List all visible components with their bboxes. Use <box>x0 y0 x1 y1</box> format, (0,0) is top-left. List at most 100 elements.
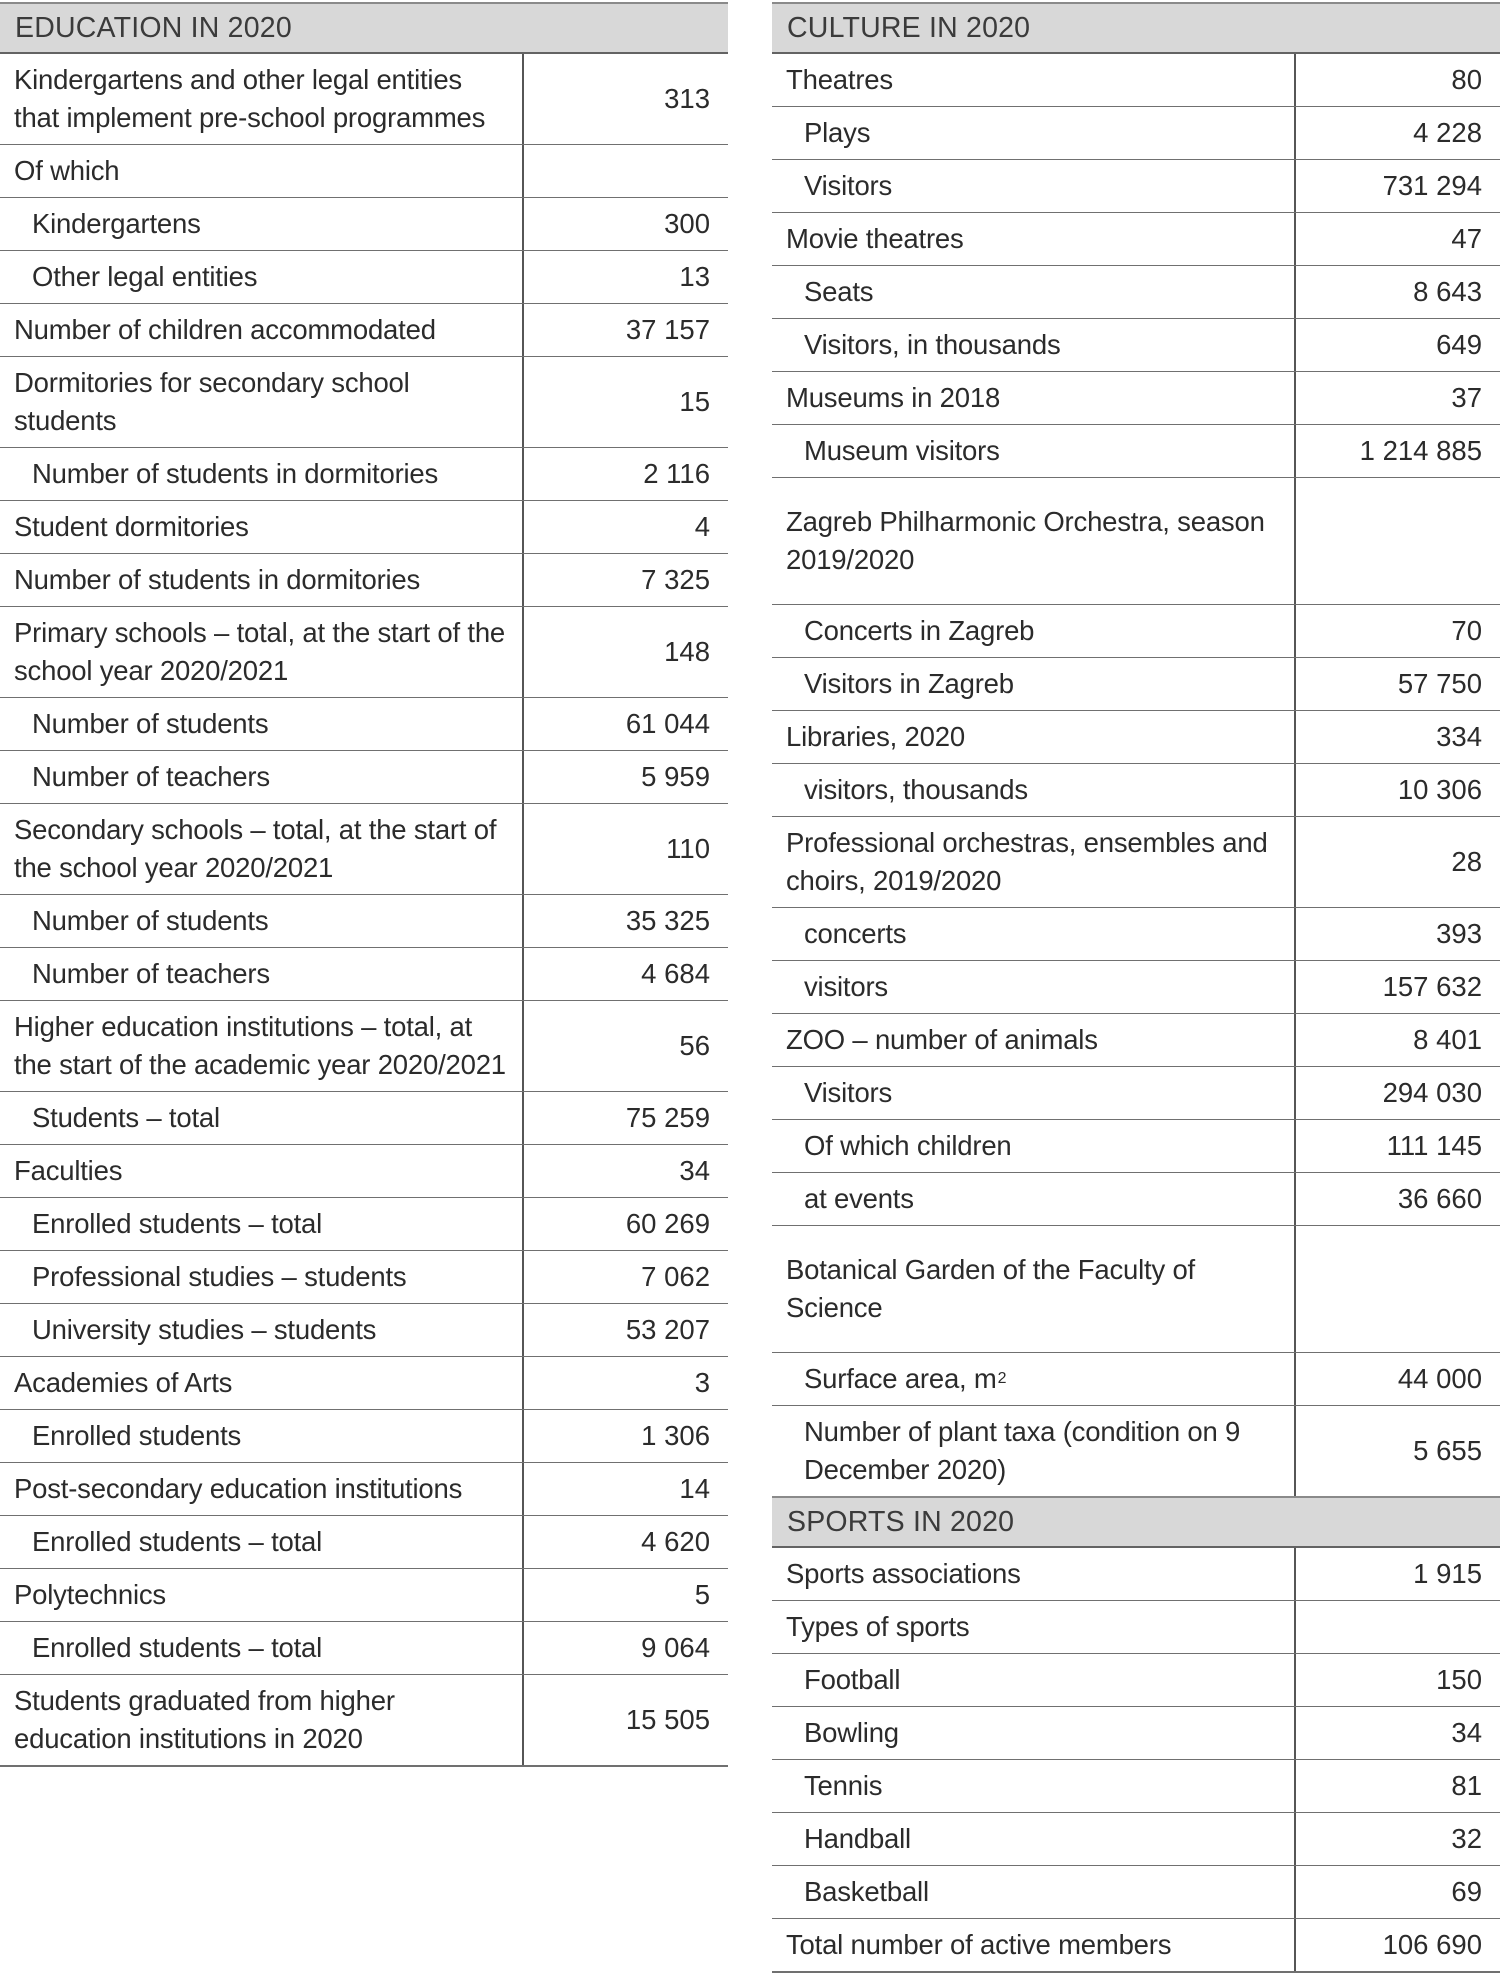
row-value: 47 <box>1294 213 1500 265</box>
row-label: visitors <box>772 961 1294 1013</box>
table-row: Surface area, m 2 44 000 <box>772 1353 1500 1406</box>
row-value: 81 <box>1294 1760 1500 1812</box>
table-row: at events 36 660 <box>772 1173 1500 1226</box>
table-row: Total number of active members 106 690 <box>772 1919 1500 1971</box>
row-label: Plays <box>772 107 1294 159</box>
row-label-text: Professional orchestras, ensembles and c… <box>786 827 1268 896</box>
row-label-text: Plays <box>804 117 871 148</box>
table-row: Of which <box>0 145 728 198</box>
row-value: 15 505 <box>522 1675 728 1765</box>
row-label: Museums in 2018 <box>772 372 1294 424</box>
row-value <box>1294 1226 1500 1352</box>
table-row: Enrolled students – total 9 064 <box>0 1622 728 1675</box>
row-label-text: Enrolled students <box>32 1420 242 1451</box>
row-value: 1 306 <box>522 1410 728 1462</box>
row-value: 294 030 <box>1294 1067 1500 1119</box>
row-label-text: Bowling <box>804 1717 899 1748</box>
table-row: concerts 393 <box>772 908 1500 961</box>
row-value: 4 <box>522 501 728 553</box>
table-row: Students – total 75 259 <box>0 1092 728 1145</box>
table-row: Football 150 <box>772 1654 1500 1707</box>
row-value: 15 <box>522 357 728 447</box>
row-value: 61 044 <box>522 698 728 750</box>
row-label: Number of students <box>0 895 522 947</box>
table-row: Academies of Arts 3 <box>0 1357 728 1410</box>
row-value <box>522 145 728 197</box>
row-value: 57 750 <box>1294 658 1500 710</box>
row-label-text: Types of sports <box>786 1611 970 1642</box>
row-label: Students – total <box>0 1092 522 1144</box>
table-row: Dormitories for secondary school student… <box>0 357 728 448</box>
row-value: 8 401 <box>1294 1014 1500 1066</box>
table-row: Basketball 69 <box>772 1866 1500 1919</box>
row-value: 7 062 <box>522 1251 728 1303</box>
row-value: 75 259 <box>522 1092 728 1144</box>
row-label: Secondary schools – total, at the start … <box>0 804 522 894</box>
row-value: 44 000 <box>1294 1353 1500 1405</box>
row-label: Other legal entities <box>0 251 522 303</box>
table-row: Number of students 61 044 <box>0 698 728 751</box>
row-label: Student dormitories <box>0 501 522 553</box>
row-value: 4 684 <box>522 948 728 1000</box>
row-label-text: Concerts in Zagreb <box>804 615 1035 646</box>
row-label-text: Visitors in Zagreb <box>804 668 1014 699</box>
row-label: Concerts in Zagreb <box>772 605 1294 657</box>
row-value: 34 <box>1294 1707 1500 1759</box>
row-label-text: Professional studies – students <box>32 1261 407 1292</box>
row-label: Dormitories for secondary school student… <box>0 357 522 447</box>
row-value: 649 <box>1294 319 1500 371</box>
row-label: Number of students in dormitories <box>0 448 522 500</box>
table-row: Museum visitors 1 214 885 <box>772 425 1500 478</box>
table-row: Enrolled students – total 60 269 <box>0 1198 728 1251</box>
row-label-text: Number of students <box>32 905 269 936</box>
row-label-text: Polytechnics <box>14 1579 166 1610</box>
row-value: 111 145 <box>1294 1120 1500 1172</box>
row-label: at events <box>772 1173 1294 1225</box>
row-label-text: Number of students <box>32 708 269 739</box>
row-label-text: Dormitories for secondary school student… <box>14 367 410 436</box>
row-value: 37 <box>1294 372 1500 424</box>
row-value: 1 915 <box>1294 1548 1500 1600</box>
row-label: Enrolled students – total <box>0 1516 522 1568</box>
row-value: 9 064 <box>522 1622 728 1674</box>
row-label: Total number of active members <box>772 1919 1294 1971</box>
row-label: Theatres <box>772 54 1294 106</box>
table-row: Number of plant taxa (condition on 9 Dec… <box>772 1406 1500 1496</box>
row-value: 80 <box>1294 54 1500 106</box>
row-label-text: Number of teachers <box>32 761 270 792</box>
row-label: Students graduated from higher education… <box>0 1675 522 1765</box>
row-label: University studies – students <box>0 1304 522 1356</box>
table-row: Number of students in dormitories 7 325 <box>0 554 728 607</box>
row-label: Handball <box>772 1813 1294 1865</box>
row-label-text: Students – total <box>32 1102 220 1133</box>
row-value: 157 632 <box>1294 961 1500 1013</box>
row-value: 7 325 <box>522 554 728 606</box>
row-label: Types of sports <box>772 1601 1294 1653</box>
row-value: 5 655 <box>1294 1406 1500 1496</box>
row-label: Visitors <box>772 1067 1294 1119</box>
row-value: 36 660 <box>1294 1173 1500 1225</box>
row-label: Primary schools – total, at the start of… <box>0 607 522 697</box>
row-value: 334 <box>1294 711 1500 763</box>
row-label: Bowling <box>772 1707 1294 1759</box>
table-row: Number of teachers 5 959 <box>0 751 728 804</box>
table-row: Theatres 80 <box>772 54 1500 107</box>
row-label-text: Number of plant taxa (condition on 9 Dec… <box>804 1416 1241 1485</box>
row-label: Kindergartens <box>0 198 522 250</box>
table-row: Visitors, in thousands 649 <box>772 319 1500 372</box>
row-label-text: Higher education institutions – total, a… <box>14 1011 506 1080</box>
row-label-text: Theatres <box>786 64 893 95</box>
stat-table: SPORTS IN 2020 Sports associations 1 915 Ty… <box>772 1496 1500 1973</box>
row-label-text: Total number of active members <box>786 1929 1172 1960</box>
table-row: Number of teachers 4 684 <box>0 948 728 1001</box>
row-value: 32 <box>1294 1813 1500 1865</box>
table-row: Student dormitories 4 <box>0 501 728 554</box>
row-label-text: Student dormitories <box>14 511 249 542</box>
stat-table: CULTURE IN 2020 Theatres 80 Plays 4 228 Visit… <box>772 2 1500 1496</box>
row-label: Of which children <box>772 1120 1294 1172</box>
table-row: Kindergartens 300 <box>0 198 728 251</box>
table-row: Students graduated from higher education… <box>0 1675 728 1765</box>
table-row: Libraries, 2020 334 <box>772 711 1500 764</box>
